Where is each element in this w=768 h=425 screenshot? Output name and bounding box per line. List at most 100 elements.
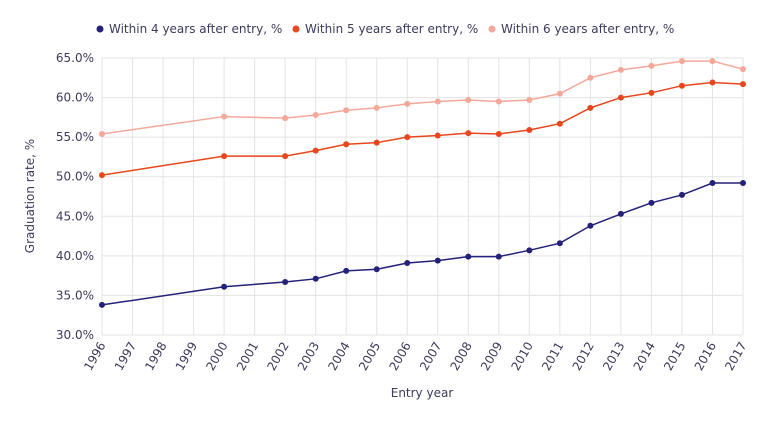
x-tick-label: 1999: [173, 340, 200, 373]
data-point: [587, 104, 594, 111]
legend-marker: [488, 25, 496, 33]
data-point: [587, 222, 594, 229]
y-axis-ticks: 30.0% 35.0% 40.0% 45.0% 50.0% 55.0% 60.0% 65.0%: [56, 51, 94, 342]
data-point: [678, 191, 685, 198]
x-tick-label: 1996: [81, 340, 108, 373]
y-tick-label: 40.0%: [56, 249, 94, 263]
data-point: [740, 180, 746, 187]
legend-item: Within 4 years after entry, %: [96, 22, 282, 36]
data-point: [556, 90, 563, 97]
y-tick-label: 65.0%: [56, 51, 94, 65]
data-point: [373, 139, 380, 146]
data-point: [556, 120, 563, 127]
y-axis-label: Graduation rate, %: [23, 139, 37, 253]
data-point: [465, 253, 472, 260]
legend-item: Within 5 years after entry, %: [292, 22, 478, 36]
x-axis-label: Entry year: [391, 386, 454, 400]
y-tick-label: 50.0%: [56, 170, 94, 184]
data-point: [343, 107, 350, 114]
x-tick-label: 2015: [661, 340, 688, 373]
data-point: [404, 259, 411, 266]
y-tick-label: 30.0%: [56, 328, 94, 342]
data-point: [434, 257, 441, 264]
legend-label: Within 5 years after entry, %: [305, 22, 478, 36]
series-line: [101, 182, 743, 306]
data-point: [282, 115, 289, 122]
x-tick-label: 2005: [356, 340, 383, 373]
series-line: [101, 60, 744, 135]
data-point: [465, 130, 472, 137]
data-point: [221, 153, 228, 160]
data-point: [678, 82, 685, 89]
data-point: [99, 301, 105, 308]
legend: Within 4 years after entry, % Within 5 ye…: [96, 22, 674, 36]
data-point: [617, 94, 624, 101]
data-point: [526, 96, 533, 103]
legend-label: Within 6 years after entry, %: [501, 22, 674, 36]
x-tick-label: 2010: [509, 340, 536, 373]
x-tick-label: 2002: [264, 340, 291, 373]
data-point: [282, 153, 289, 160]
data-point: [587, 74, 594, 81]
data-point: [221, 113, 228, 120]
data-point: [556, 240, 563, 247]
data-point: [99, 172, 105, 179]
x-tick-label: 2011: [539, 340, 566, 373]
data-point: [373, 104, 380, 111]
data-point: [434, 98, 441, 105]
x-tick-label: 2016: [692, 340, 719, 373]
data-point: [312, 147, 319, 154]
x-tick-label: 2006: [386, 340, 413, 373]
grid: [101, 57, 744, 336]
data-point: [709, 58, 716, 65]
data-point: [373, 266, 380, 273]
data-point: [465, 96, 472, 103]
legend-marker: [292, 25, 300, 33]
data-point: [343, 141, 350, 148]
data-point: [740, 66, 746, 73]
legend-item: Within 6 years after entry, %: [488, 22, 674, 36]
x-tick-label: 2009: [478, 340, 505, 373]
data-point: [221, 283, 228, 290]
data-point: [709, 79, 716, 86]
data-point: [312, 275, 319, 282]
data-point: [678, 58, 685, 65]
y-tick-label: 55.0%: [56, 130, 94, 144]
data-point: [495, 130, 502, 137]
y-tick-label: 45.0%: [56, 209, 94, 223]
data-point: [404, 100, 411, 107]
data-point: [709, 180, 716, 187]
x-tick-label: 2004: [325, 340, 352, 373]
x-tick-label: 2008: [447, 340, 474, 373]
data-point: [434, 132, 441, 139]
x-tick-label: 2001: [234, 340, 261, 373]
x-tick-label: 2013: [600, 340, 627, 373]
x-axis-ticks: 1996 1997 1998 1999 2000 2001 2002 2003 2004 2005…: [81, 340, 749, 373]
data-point: [740, 81, 746, 88]
data-point: [526, 247, 533, 254]
x-tick-label: 2012: [570, 340, 597, 373]
data-point: [617, 66, 624, 73]
series-1: [99, 180, 746, 308]
data-point: [648, 62, 655, 69]
series-3: [99, 58, 746, 137]
data-point: [526, 127, 533, 134]
y-tick-label: 60.0%: [56, 91, 94, 105]
data-point: [99, 130, 105, 137]
series-group: [99, 58, 746, 308]
data-point: [282, 278, 289, 285]
x-tick-label: 2014: [631, 340, 658, 373]
data-point: [617, 210, 624, 217]
x-tick-label: 2000: [203, 340, 230, 373]
x-tick-label: 2017: [722, 340, 749, 373]
x-tick-label: 2003: [295, 340, 322, 373]
x-tick-label: 1997: [112, 340, 139, 373]
data-point: [495, 98, 502, 105]
data-point: [404, 134, 411, 141]
series-line: [101, 81, 744, 176]
data-point: [648, 89, 655, 96]
legend-marker: [96, 25, 104, 33]
data-point: [343, 267, 350, 274]
series-2: [99, 79, 746, 179]
